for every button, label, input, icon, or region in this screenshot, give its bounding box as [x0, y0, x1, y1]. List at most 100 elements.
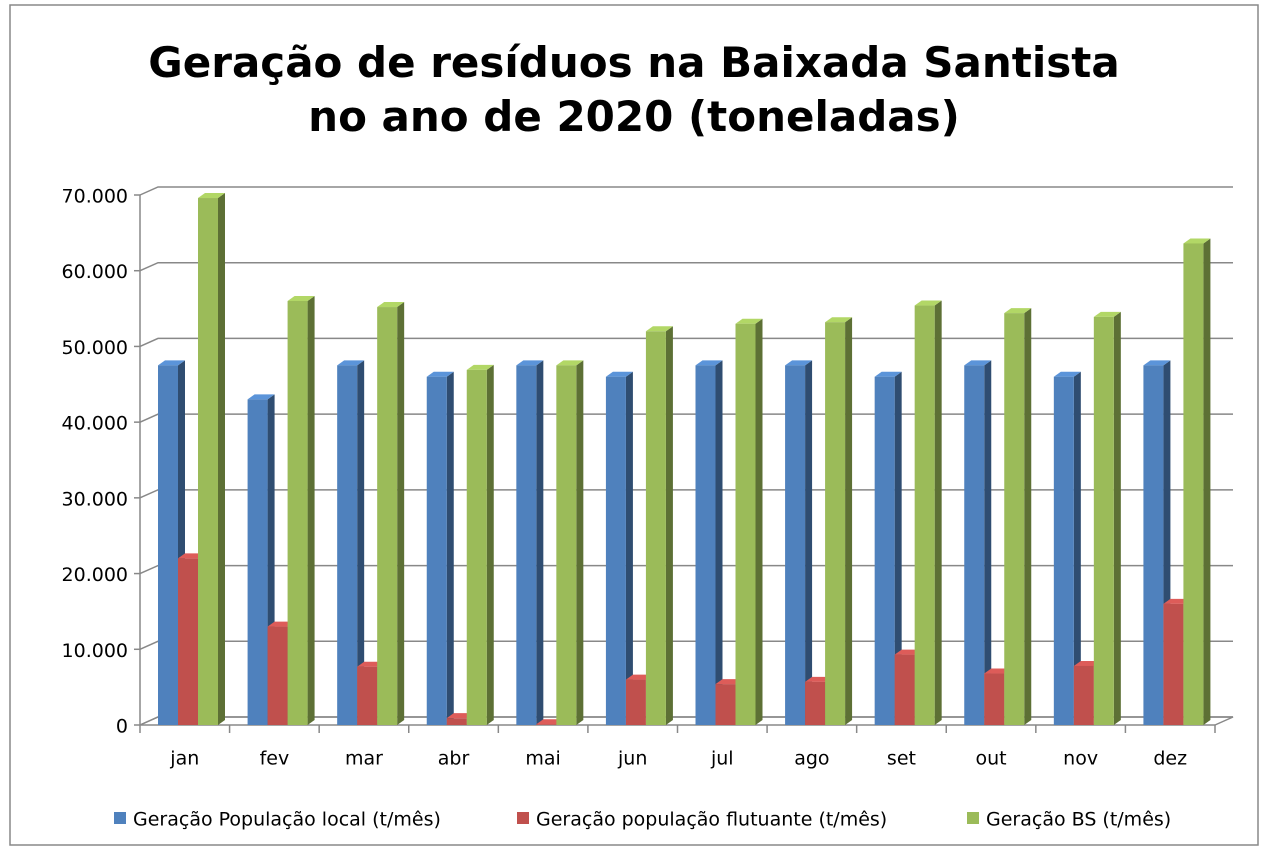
bar-front — [984, 673, 1005, 725]
bar-front — [267, 626, 288, 725]
bar-front — [805, 681, 826, 725]
legend-swatch — [517, 812, 529, 824]
x-tick-label: abr — [438, 748, 470, 770]
bar-front — [914, 305, 935, 725]
bar — [377, 302, 405, 725]
bar-side — [894, 371, 902, 725]
bar — [645, 326, 673, 725]
bar-top — [1143, 360, 1171, 366]
bar-top — [158, 360, 185, 366]
bar — [556, 360, 584, 725]
bar-top — [1093, 311, 1121, 317]
bar-side — [665, 326, 673, 725]
bar — [1093, 311, 1121, 725]
bar — [1053, 371, 1081, 725]
bar-side — [307, 296, 315, 725]
legend-label: Geração BS (t/mês) — [986, 809, 1171, 831]
bar-front — [516, 365, 537, 725]
y-tick-label: 30.000 — [62, 488, 128, 510]
bar — [337, 360, 365, 725]
bar-top — [964, 360, 992, 366]
y-tick-label: 40.000 — [62, 413, 128, 435]
bar — [914, 300, 942, 725]
x-tick-label: jan — [169, 748, 199, 770]
bar-front — [1073, 665, 1094, 725]
x-tick-label: nov — [1063, 748, 1098, 770]
y-tick-label: 10.000 — [62, 640, 128, 662]
bar-front — [357, 666, 378, 725]
bar-top — [735, 318, 763, 324]
legend-swatch — [967, 812, 979, 824]
x-tick-label: jul — [710, 748, 734, 770]
bar-front — [894, 654, 915, 725]
x-tick-label: mai — [525, 748, 560, 770]
bar-side — [1073, 371, 1081, 725]
bar — [695, 360, 723, 725]
bar-front — [158, 365, 178, 725]
bar-front — [1053, 376, 1074, 725]
bar-side — [1113, 311, 1121, 725]
bar-top — [198, 193, 225, 199]
bar-front — [645, 331, 666, 725]
bar-front — [426, 376, 447, 725]
bar-side — [536, 360, 544, 725]
bar-front — [377, 307, 398, 725]
y-tick-label: 60.000 — [62, 261, 128, 283]
x-tick-label: out — [975, 748, 1006, 770]
bar-top — [247, 394, 275, 400]
bar-top — [516, 360, 544, 366]
bar-front — [287, 301, 308, 725]
bar-front — [735, 323, 756, 725]
bar-top — [466, 364, 494, 370]
x-tick-label: dez — [1153, 748, 1187, 770]
x-tick-label: fev — [260, 748, 290, 770]
x-tick-label: ago — [794, 748, 829, 770]
bar-side — [934, 300, 942, 725]
bar-front — [1143, 365, 1164, 725]
bar — [1183, 238, 1211, 725]
bar-top — [695, 360, 723, 366]
bar-side — [805, 360, 813, 725]
bar-front — [874, 376, 895, 725]
x-tick-label: mar — [345, 748, 383, 770]
bar-top — [1183, 238, 1211, 244]
bar-front — [1183, 243, 1204, 725]
bar-top — [556, 360, 584, 366]
bar-front — [556, 365, 577, 725]
y-tick-label: 20.000 — [62, 564, 128, 586]
bar-top — [1004, 308, 1032, 314]
bar-side — [576, 360, 584, 725]
bar-side — [625, 371, 633, 725]
bar-top — [785, 360, 813, 366]
bar-front — [1093, 316, 1114, 725]
bar-front — [964, 365, 985, 725]
y-tick-label: 70.000 — [62, 186, 128, 208]
legend-label: Geração população flutuante (t/mês) — [536, 809, 887, 831]
bar-top — [874, 371, 902, 377]
bar — [785, 360, 813, 725]
grid-line — [139, 337, 1233, 348]
bar — [964, 360, 992, 725]
x-tick-label: jun — [617, 748, 647, 770]
grid-line — [139, 186, 1233, 196]
bar-front — [337, 365, 358, 725]
bar-top — [605, 371, 633, 377]
bar-side — [218, 193, 225, 725]
bar-side — [715, 360, 723, 725]
grid-line — [139, 261, 1233, 272]
bar-side — [1203, 238, 1211, 725]
bar-side — [984, 360, 992, 725]
bar — [516, 360, 544, 725]
bar — [287, 296, 315, 725]
bar-top — [377, 302, 405, 308]
legend-swatch — [114, 812, 126, 824]
bar — [198, 193, 225, 725]
bar-side — [446, 371, 454, 725]
bar — [874, 371, 902, 725]
bar-side — [397, 302, 405, 725]
bar-top — [825, 317, 853, 323]
bar-top — [1053, 371, 1081, 377]
bar-front — [247, 399, 268, 725]
